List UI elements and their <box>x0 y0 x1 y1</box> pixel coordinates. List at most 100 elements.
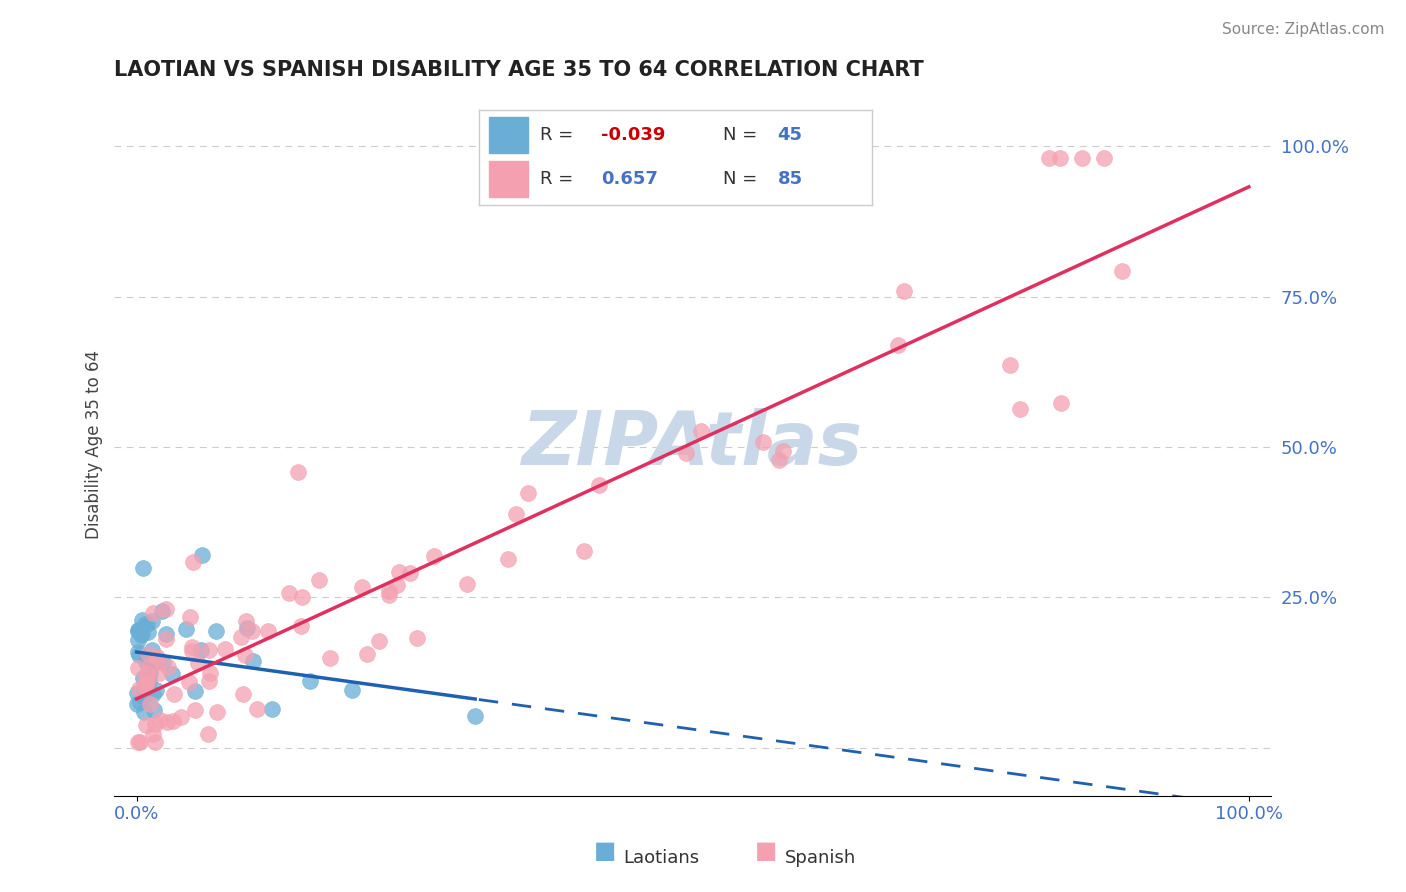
Point <box>142 606 165 620</box>
Point <box>131 628 153 642</box>
Point <box>356 647 378 661</box>
Point <box>135 676 157 690</box>
Point <box>190 642 212 657</box>
Point <box>125 697 148 711</box>
Point <box>207 705 229 719</box>
Point <box>772 443 794 458</box>
Point <box>505 507 527 521</box>
Point <box>139 698 162 712</box>
Point <box>141 660 163 674</box>
Text: Laotians: Laotians <box>623 849 699 867</box>
Point <box>149 713 172 727</box>
Point <box>155 632 177 646</box>
Point <box>156 714 179 729</box>
Point <box>1050 396 1073 410</box>
Point <box>378 588 401 602</box>
Point <box>141 614 163 628</box>
Point <box>229 631 252 645</box>
Point <box>162 714 184 728</box>
Point <box>180 640 202 655</box>
Point <box>1111 264 1133 278</box>
Point <box>135 674 157 689</box>
Point <box>752 435 775 450</box>
Point <box>136 625 159 640</box>
Point <box>1049 152 1071 166</box>
Point <box>139 659 162 673</box>
Point <box>198 643 221 657</box>
Point <box>143 716 166 731</box>
Point <box>308 573 330 587</box>
Point <box>257 624 280 639</box>
Point <box>689 424 711 438</box>
Point <box>129 694 152 708</box>
Point <box>1010 402 1032 417</box>
Point <box>287 465 309 479</box>
Point <box>232 687 254 701</box>
Point <box>155 627 177 641</box>
Point <box>127 645 149 659</box>
Point <box>197 674 219 689</box>
Point <box>141 643 163 657</box>
Point <box>134 681 156 696</box>
Point <box>184 703 207 717</box>
Point <box>246 702 269 716</box>
Point <box>184 684 207 698</box>
Point <box>278 586 301 600</box>
Point <box>132 690 155 705</box>
Point <box>127 734 149 748</box>
Point <box>170 710 193 724</box>
Text: ZIPAtlas: ZIPAtlas <box>522 408 863 481</box>
Point <box>148 666 170 681</box>
Point <box>179 610 201 624</box>
Point <box>260 702 283 716</box>
Point <box>298 673 321 688</box>
Text: Spanish: Spanish <box>785 849 856 867</box>
Point <box>162 666 184 681</box>
Point <box>342 683 364 698</box>
Point <box>150 604 173 618</box>
Point <box>131 613 153 627</box>
Point <box>517 486 540 500</box>
Point <box>174 622 197 636</box>
Point <box>200 665 222 680</box>
Point <box>128 623 150 637</box>
Point <box>138 658 160 673</box>
Point <box>187 656 209 670</box>
Point <box>177 674 200 689</box>
Point <box>191 548 214 562</box>
Point <box>422 549 444 563</box>
Point <box>127 686 149 700</box>
Point <box>240 624 263 639</box>
Point <box>887 338 910 352</box>
Point <box>127 633 149 648</box>
Point <box>135 656 157 670</box>
Point <box>406 631 429 645</box>
Point <box>181 643 204 657</box>
Point <box>998 358 1021 372</box>
Point <box>127 624 149 638</box>
Point <box>1071 152 1094 166</box>
Point <box>214 642 236 657</box>
Point <box>399 566 422 580</box>
Point <box>128 681 150 696</box>
Text: LAOTIAN VS SPANISH DISABILITY AGE 35 TO 64 CORRELATION CHART: LAOTIAN VS SPANISH DISABILITY AGE 35 TO … <box>114 60 924 79</box>
Point <box>242 655 264 669</box>
Point <box>464 709 486 723</box>
Point <box>236 620 259 634</box>
Point <box>675 446 697 460</box>
Point <box>136 616 159 631</box>
Point <box>893 284 915 298</box>
Point <box>146 649 169 664</box>
Point <box>204 624 226 639</box>
Point <box>134 705 156 719</box>
Point <box>183 555 205 569</box>
Point <box>135 676 157 690</box>
Text: ■: ■ <box>755 839 778 863</box>
Text: ■: ■ <box>593 839 616 863</box>
Point <box>290 618 312 632</box>
Point <box>588 477 610 491</box>
Point <box>145 682 167 697</box>
Point <box>496 552 519 566</box>
Point <box>350 580 373 594</box>
Point <box>132 679 155 693</box>
